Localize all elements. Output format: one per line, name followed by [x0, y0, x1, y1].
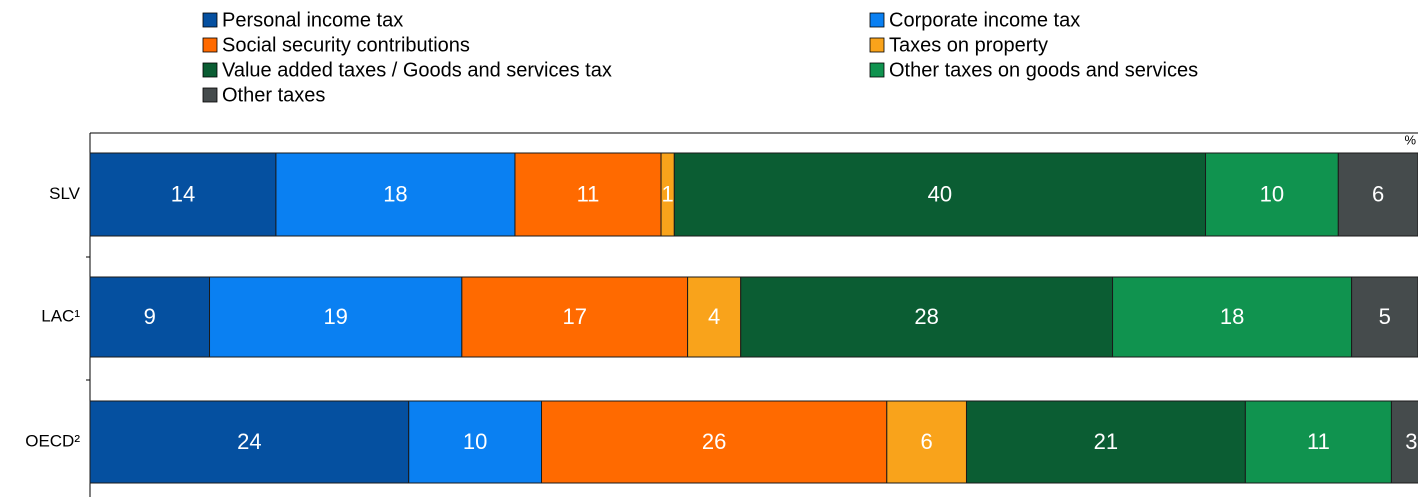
value-label: 6: [921, 429, 933, 454]
value-label: 14: [171, 181, 195, 206]
value-label: 26: [702, 429, 726, 454]
value-label: 18: [1220, 304, 1244, 329]
category-label: OECD²: [25, 431, 80, 450]
bar-segment: [209, 276, 463, 358]
bar-segment: [514, 152, 662, 237]
value-label: 4: [708, 304, 720, 329]
bar-segment: [886, 400, 967, 484]
value-label: 18: [383, 181, 407, 206]
value-label: 6: [1372, 181, 1384, 206]
legend-label: Value added taxes / Goods and services t…: [222, 59, 612, 81]
legend-label: Social security contributions: [222, 34, 470, 56]
bar-segment: [89, 152, 277, 237]
bar-segment: [673, 152, 1207, 237]
bar-segment: [1337, 152, 1418, 237]
bar-segment: [89, 400, 410, 484]
legend-label: Other taxes on goods and services: [889, 59, 1198, 81]
legend-swatch: [202, 37, 218, 53]
bar-segment: [1205, 152, 1339, 237]
legend-swatch: [202, 62, 218, 78]
value-label: 9: [144, 304, 156, 329]
value-label: 11: [577, 181, 600, 206]
legend-label: Corporate income tax: [889, 9, 1080, 31]
value-label: 10: [463, 429, 487, 454]
category-label: LAC¹: [41, 306, 80, 325]
bar-segment: [275, 152, 516, 237]
bar-segment: [461, 276, 689, 358]
value-label: 3: [1405, 429, 1417, 454]
legend-swatch: [202, 12, 218, 28]
bar-segment: [965, 400, 1246, 484]
legend-label: Taxes on property: [889, 34, 1048, 56]
value-label: 5: [1379, 304, 1391, 329]
value-label: 1: [662, 181, 674, 206]
value-label: 40: [928, 181, 952, 206]
bar-segment: [1351, 276, 1418, 358]
legend-swatch: [869, 37, 885, 53]
value-label: 24: [237, 429, 261, 454]
value-label: 11: [1307, 429, 1330, 454]
bar-segment: [541, 400, 888, 484]
legend-swatch: [869, 12, 885, 28]
legend-swatch: [202, 87, 218, 103]
value-label: 10: [1260, 181, 1284, 206]
unit-label: %: [1404, 132, 1416, 147]
bar-segment: [740, 276, 1114, 358]
value-label: 19: [323, 304, 347, 329]
bar-segment: [1244, 400, 1392, 484]
category-label: SLV: [49, 184, 81, 203]
value-label: 17: [562, 304, 586, 329]
bar-segment: [1112, 276, 1353, 358]
value-label: 21: [1094, 429, 1118, 454]
value-label: 28: [914, 304, 938, 329]
legend-label: Personal income tax: [222, 9, 403, 31]
legend-swatch: [869, 62, 885, 78]
legend-label: Other taxes: [222, 84, 325, 106]
bar-segment: [408, 400, 543, 484]
bar-segment: [1390, 400, 1418, 484]
